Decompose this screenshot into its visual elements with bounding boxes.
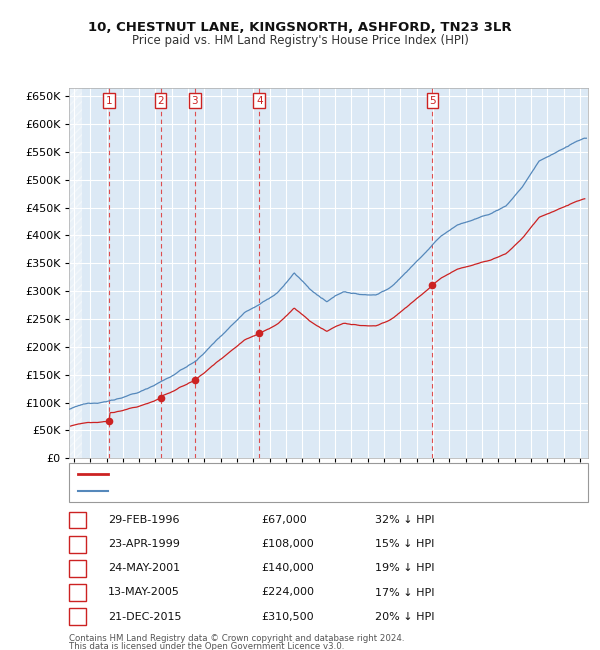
Text: 4: 4 <box>256 96 263 106</box>
Text: 23-APR-1999: 23-APR-1999 <box>108 540 180 549</box>
Text: 19% ↓ HPI: 19% ↓ HPI <box>375 564 434 573</box>
Text: 24-MAY-2001: 24-MAY-2001 <box>108 564 180 573</box>
Text: 3: 3 <box>74 564 81 573</box>
Text: 21-DEC-2015: 21-DEC-2015 <box>108 612 182 621</box>
Text: £108,000: £108,000 <box>261 540 314 549</box>
Text: Price paid vs. HM Land Registry's House Price Index (HPI): Price paid vs. HM Land Registry's House … <box>131 34 469 47</box>
Text: Contains HM Land Registry data © Crown copyright and database right 2024.: Contains HM Land Registry data © Crown c… <box>69 634 404 643</box>
Text: 10, CHESTNUT LANE, KINGSNORTH, ASHFORD, TN23 3LR: 10, CHESTNUT LANE, KINGSNORTH, ASHFORD, … <box>88 21 512 34</box>
Text: 3: 3 <box>191 96 198 106</box>
Text: 4: 4 <box>74 588 81 597</box>
Text: 5: 5 <box>74 612 81 621</box>
Text: £310,500: £310,500 <box>261 612 314 621</box>
Text: 17% ↓ HPI: 17% ↓ HPI <box>375 588 434 597</box>
Text: £67,000: £67,000 <box>261 515 307 525</box>
Text: 29-FEB-1996: 29-FEB-1996 <box>108 515 179 525</box>
Text: 20% ↓ HPI: 20% ↓ HPI <box>375 612 434 621</box>
Text: 15% ↓ HPI: 15% ↓ HPI <box>375 540 434 549</box>
Text: 1: 1 <box>106 96 112 106</box>
Text: £140,000: £140,000 <box>261 564 314 573</box>
Text: 5: 5 <box>429 96 436 106</box>
Text: £224,000: £224,000 <box>261 588 314 597</box>
Text: 32% ↓ HPI: 32% ↓ HPI <box>375 515 434 525</box>
Text: 10, CHESTNUT LANE, KINGSNORTH, ASHFORD, TN23 3LR (detached house): 10, CHESTNUT LANE, KINGSNORTH, ASHFORD, … <box>114 469 482 478</box>
Text: 13-MAY-2005: 13-MAY-2005 <box>108 588 180 597</box>
Text: 2: 2 <box>74 540 81 549</box>
Text: 1: 1 <box>74 515 81 525</box>
Text: 2: 2 <box>157 96 164 106</box>
Text: HPI: Average price, detached house, Ashford: HPI: Average price, detached house, Ashf… <box>114 486 332 496</box>
Text: This data is licensed under the Open Government Licence v3.0.: This data is licensed under the Open Gov… <box>69 642 344 650</box>
